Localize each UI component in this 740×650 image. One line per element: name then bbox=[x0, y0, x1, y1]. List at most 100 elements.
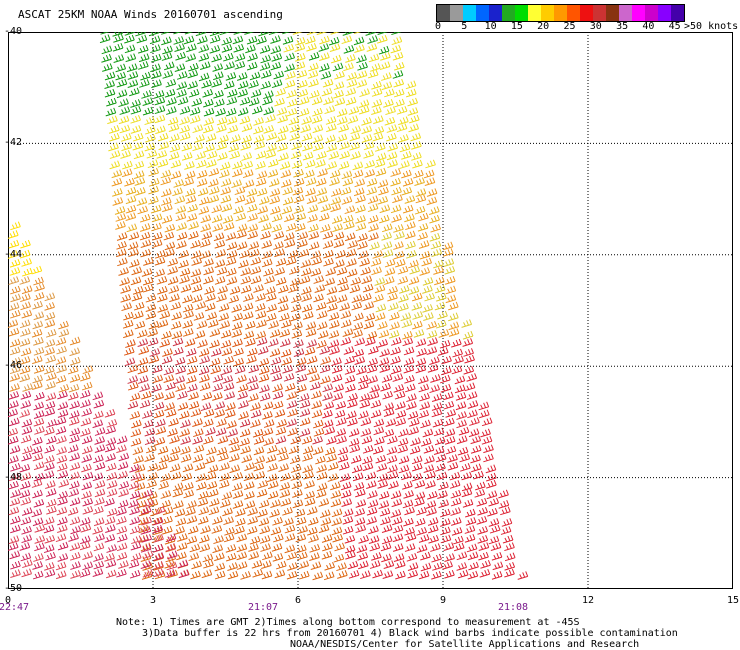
wind-barb bbox=[139, 213, 151, 223]
wind-barb bbox=[354, 44, 365, 54]
wind-barb bbox=[229, 464, 241, 474]
wind-barb bbox=[425, 159, 436, 169]
wind-barb bbox=[415, 188, 427, 197]
wind-barb bbox=[169, 293, 180, 303]
wind-barb bbox=[289, 277, 301, 287]
wind-barb bbox=[179, 116, 190, 126]
wind-barb bbox=[418, 212, 429, 222]
wind-barb bbox=[10, 309, 21, 319]
wind-barb bbox=[453, 542, 465, 552]
wind-barb bbox=[19, 463, 31, 473]
wind-barb bbox=[176, 551, 187, 561]
wind-barb bbox=[392, 516, 403, 526]
wind-barb bbox=[266, 473, 278, 483]
wind-barb bbox=[361, 435, 373, 445]
wind-barb bbox=[31, 328, 43, 338]
wind-barb bbox=[225, 409, 236, 419]
wind-barb bbox=[93, 560, 105, 570]
wind-barb bbox=[34, 542, 45, 552]
wind-barb bbox=[304, 169, 315, 179]
wind-barb bbox=[144, 453, 156, 463]
wind-barb bbox=[140, 526, 152, 535]
wind-barb bbox=[198, 516, 209, 525]
wind-barb bbox=[225, 257, 237, 266]
wind-barb bbox=[455, 401, 467, 411]
wind-barb bbox=[245, 320, 256, 330]
wind-barb bbox=[188, 221, 199, 230]
wind-barb bbox=[342, 525, 354, 535]
wind-barb bbox=[443, 542, 455, 551]
wind-barb bbox=[32, 517, 44, 527]
wind-barb bbox=[44, 339, 56, 348]
wind-barb bbox=[337, 116, 348, 126]
wind-barb bbox=[20, 516, 32, 526]
wind-barb bbox=[473, 470, 484, 480]
wind-barb bbox=[444, 265, 456, 275]
wind-barb bbox=[409, 265, 421, 275]
wind-barb bbox=[433, 259, 444, 269]
wind-barb bbox=[259, 535, 271, 544]
wind-barb bbox=[68, 488, 80, 498]
wind-barb bbox=[109, 125, 120, 134]
wind-barb bbox=[330, 32, 340, 35]
wind-barb bbox=[275, 133, 287, 143]
wind-barb bbox=[237, 391, 248, 400]
wind-barb bbox=[448, 301, 459, 311]
wind-barb bbox=[308, 517, 319, 526]
wind-barb bbox=[33, 461, 45, 471]
wind-barb bbox=[366, 43, 378, 52]
wind-barb bbox=[450, 489, 462, 499]
wind-barb bbox=[426, 330, 438, 339]
wind-barb bbox=[393, 224, 404, 233]
wind-barb bbox=[56, 506, 68, 516]
wind-barb bbox=[155, 418, 166, 428]
wind-barb bbox=[203, 408, 215, 418]
wind-barb bbox=[154, 96, 166, 106]
wind-barb bbox=[367, 203, 379, 213]
wind-barb bbox=[288, 445, 300, 455]
wind-barb bbox=[122, 319, 134, 329]
wind-speed-colorbar bbox=[436, 4, 685, 22]
wind-barb bbox=[174, 375, 185, 385]
wind-barb bbox=[369, 241, 380, 251]
wind-barb bbox=[20, 293, 31, 303]
wind-barb bbox=[431, 248, 443, 257]
wind-barb bbox=[164, 402, 175, 411]
wind-barb bbox=[162, 515, 173, 525]
longitude-label: 15 bbox=[726, 595, 740, 606]
wind-barb bbox=[156, 462, 168, 471]
wind-barb bbox=[259, 384, 270, 394]
wind-barb bbox=[187, 69, 199, 79]
wind-barb bbox=[397, 265, 409, 275]
wind-barb bbox=[117, 257, 128, 267]
wind-barb bbox=[167, 276, 179, 285]
wind-barb bbox=[133, 170, 145, 179]
wind-barb bbox=[80, 417, 92, 427]
wind-barb bbox=[154, 105, 166, 115]
wind-barb bbox=[325, 116, 337, 125]
wind-barb bbox=[245, 44, 256, 54]
wind-barb bbox=[338, 283, 350, 293]
wind-barb bbox=[408, 259, 419, 269]
wind-barb bbox=[124, 357, 136, 367]
wind-barb bbox=[226, 267, 237, 277]
wind-barb bbox=[440, 534, 452, 544]
wind-barb bbox=[236, 374, 247, 384]
wind-barb bbox=[158, 454, 170, 464]
wind-barb bbox=[361, 275, 373, 285]
wind-barb bbox=[57, 390, 68, 400]
wind-barb bbox=[270, 35, 281, 44]
wind-barb bbox=[57, 401, 69, 411]
wind-barb bbox=[232, 160, 243, 170]
wind-barb bbox=[214, 98, 225, 108]
wind-barb bbox=[271, 213, 283, 223]
wind-barb bbox=[130, 105, 142, 115]
wind-barb bbox=[251, 559, 263, 569]
wind-barb bbox=[382, 570, 394, 580]
wind-barb bbox=[381, 524, 393, 533]
wind-barb bbox=[168, 151, 180, 161]
wind-barb bbox=[43, 544, 55, 554]
colorbar-tick-label: 0 bbox=[434, 21, 442, 32]
longitude-label: 0 bbox=[4, 595, 12, 606]
wind-barb bbox=[176, 222, 187, 231]
